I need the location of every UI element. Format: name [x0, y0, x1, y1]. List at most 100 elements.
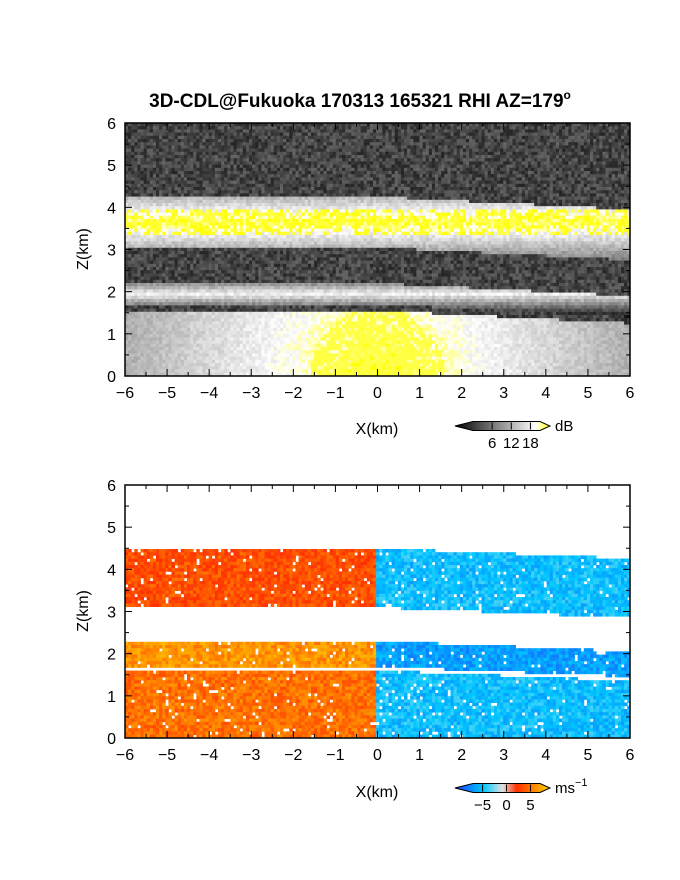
backscatter-cell	[379, 135, 383, 140]
backscatter-cell	[146, 196, 151, 201]
backscatter-cell	[540, 174, 544, 178]
backscatter-cell	[444, 155, 448, 159]
backscatter-cell	[605, 158, 609, 162]
backscatter-cell	[394, 174, 399, 178]
backscatter-cell	[329, 215, 334, 220]
backscatter-cell	[183, 177, 188, 181]
backscatter-cell	[230, 180, 234, 185]
backscatter-cell	[174, 209, 179, 213]
backscatter-cell	[602, 183, 606, 188]
backscatter-cell	[165, 183, 169, 188]
backscatter-cell	[549, 187, 554, 191]
backscatter-cell	[252, 145, 256, 149]
backscatter-cell	[435, 209, 439, 213]
backscatter-cell	[224, 126, 228, 130]
backscatter-cell	[379, 126, 383, 130]
backscatter-cell	[156, 206, 160, 210]
backscatter-cell	[543, 206, 547, 210]
backscatter-cell	[481, 180, 485, 185]
backscatter-cell	[369, 126, 374, 130]
backscatter-cell	[450, 199, 454, 204]
backscatter-cell	[555, 155, 560, 159]
backscatter-cell	[450, 123, 454, 127]
backscatter-cell	[435, 161, 439, 165]
backscatter-cell	[276, 174, 281, 178]
backscatter-cell	[422, 155, 427, 159]
backscatter-cell	[307, 161, 312, 165]
backscatter-cell	[171, 174, 175, 178]
backscatter-cell	[472, 139, 476, 143]
backscatter-cell	[202, 135, 206, 140]
backscatter-cell	[416, 183, 420, 188]
backscatter-cell	[506, 151, 510, 156]
backscatter-cell	[404, 132, 408, 137]
backscatter-cell	[236, 219, 241, 223]
backscatter-cell	[180, 155, 185, 159]
backscatter-cell	[512, 145, 516, 149]
backscatter-cell	[490, 203, 495, 207]
backscatter-cell	[286, 219, 290, 223]
backscatter-cell	[196, 199, 200, 204]
backscatter-cell	[376, 203, 380, 207]
backscatter-cell	[168, 167, 172, 172]
backscatter-cell	[236, 199, 241, 204]
backscatter-cell	[481, 190, 485, 194]
backscatter-cell	[332, 142, 337, 146]
backscatter-cell	[276, 187, 281, 191]
backscatter-cell	[444, 164, 448, 169]
backscatter-cell	[366, 148, 371, 153]
backscatter-cell	[224, 215, 228, 220]
backscatter-cell	[255, 199, 259, 204]
backscatter-cell	[428, 196, 433, 201]
backscatter-cell	[273, 199, 278, 204]
backscatter-cell	[568, 155, 572, 159]
backscatter-cell	[224, 164, 228, 169]
backscatter-cell	[242, 135, 247, 140]
backscatter-cell	[261, 212, 265, 217]
backscatter-cell	[580, 177, 585, 181]
backscatter-cell	[621, 174, 625, 178]
backscatter-cell	[273, 129, 278, 133]
backscatter-cell	[218, 206, 222, 210]
backscatter-cell	[456, 196, 461, 201]
backscatter-cell	[174, 206, 179, 210]
backscatter-cell	[202, 155, 206, 159]
backscatter-cell	[199, 132, 203, 137]
backscatter-cell	[177, 161, 182, 165]
backscatter-cell	[273, 155, 278, 159]
backscatter-cell	[614, 164, 619, 169]
backscatter-cell	[469, 171, 473, 175]
backscatter-cell	[134, 123, 138, 127]
backscatter-cell	[301, 196, 306, 201]
backscatter-cell	[497, 203, 501, 207]
backscatter-cell	[459, 164, 464, 169]
backscatter-cell	[317, 148, 321, 153]
backscatter-cell	[590, 203, 594, 207]
backscatter-cell	[379, 151, 383, 156]
backscatter-cell	[314, 209, 318, 213]
backscatter-cell	[577, 126, 582, 130]
backscatter-cell	[413, 215, 417, 220]
backscatter-cell	[425, 187, 430, 191]
backscatter-cell	[366, 177, 371, 181]
backscatter-cell	[190, 161, 194, 165]
backscatter-cell	[159, 206, 163, 210]
backscatter-cell	[307, 215, 312, 220]
backscatter-cell	[441, 123, 445, 127]
backscatter-cell	[134, 126, 138, 130]
backscatter-cell	[608, 171, 613, 175]
backscatter-cell	[332, 215, 337, 220]
backscatter-cell	[546, 206, 551, 210]
backscatter-cell	[419, 161, 423, 165]
backscatter-cell	[425, 219, 430, 223]
backscatter-cell	[608, 209, 613, 213]
backscatter-cell	[273, 164, 278, 169]
backscatter-cell	[462, 199, 467, 204]
backscatter-cell	[617, 148, 622, 153]
backscatter-cell	[332, 139, 337, 143]
backscatter-cell	[143, 145, 148, 149]
backscatter-cell	[174, 199, 179, 204]
backscatter-cell	[431, 193, 436, 197]
backscatter-cell	[549, 123, 554, 127]
backscatter-cell	[515, 190, 520, 194]
